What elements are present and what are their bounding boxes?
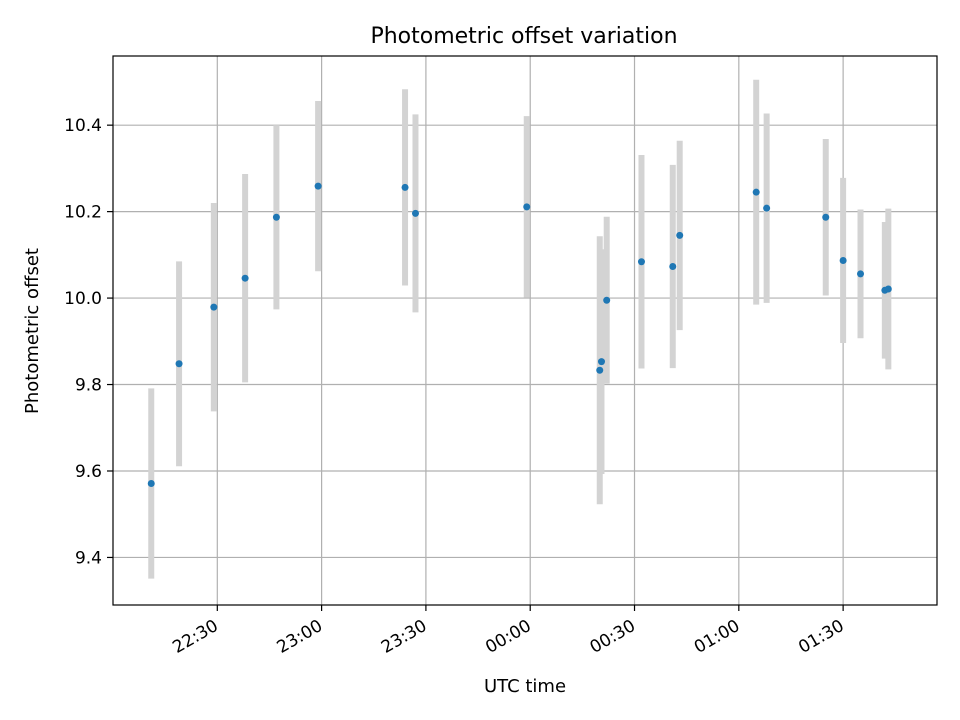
data-point — [676, 231, 684, 239]
y-axis: 9.4 9.6 9.8 10.0 10.2 10.4 — [64, 116, 113, 568]
data-point — [272, 213, 280, 221]
data-point — [210, 303, 218, 311]
y-tick-label: 9.8 — [75, 376, 102, 396]
errorbars — [148, 79, 892, 579]
data-point — [596, 366, 604, 374]
data-point — [147, 480, 155, 488]
data-point — [411, 209, 419, 217]
data-point — [669, 263, 677, 271]
data-point — [603, 296, 611, 304]
y-tick-label: 9.6 — [75, 462, 102, 482]
data-point — [175, 360, 183, 368]
data-point — [857, 270, 865, 278]
data-point — [763, 204, 771, 212]
data-point — [884, 285, 892, 293]
y-axis-label: Photometric offset — [22, 248, 43, 414]
y-tick-label: 10.0 — [64, 289, 102, 309]
x-axis: 22:30 23:00 23:30 00:00 00:30 01:00 01:30 — [169, 605, 848, 658]
x-tick-label: 22:30 — [169, 616, 221, 658]
data-point — [523, 203, 531, 211]
x-tick-label: 01:30 — [795, 616, 847, 658]
data-point — [314, 182, 322, 190]
markers — [147, 182, 892, 488]
x-tick-label: 00:30 — [587, 616, 639, 658]
x-axis-label: UTC time — [484, 676, 566, 697]
data-point — [752, 188, 760, 196]
chart-title: Photometric offset variation — [370, 24, 677, 49]
y-tick-label: 10.2 — [64, 203, 102, 223]
x-tick-label: 00:00 — [482, 616, 534, 658]
data-point — [839, 256, 847, 264]
data-point — [241, 274, 249, 282]
data-point — [597, 358, 605, 366]
data-point — [637, 258, 645, 266]
data-point — [822, 213, 830, 221]
x-tick-label: 23:30 — [378, 616, 430, 658]
plot-frame — [112, 55, 938, 606]
y-tick-label: 10.4 — [64, 116, 102, 136]
x-tick-label: 01:00 — [691, 616, 743, 658]
data-point — [401, 183, 409, 191]
y-tick-label: 9.4 — [75, 548, 102, 568]
x-tick-label: 23:00 — [274, 616, 326, 658]
